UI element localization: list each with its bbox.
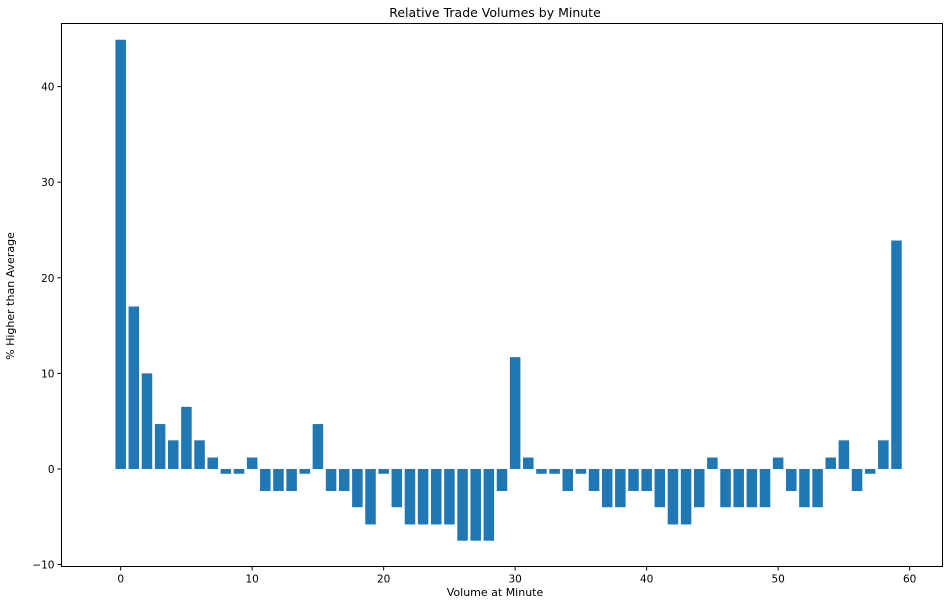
bar-minute-10 (246, 457, 258, 469)
bar-minute-32 (536, 468, 547, 474)
bar-minute-58 (878, 440, 889, 469)
x-tick-label: 30 (508, 574, 521, 586)
bar-minute-57 (864, 468, 876, 474)
bar-minute-21 (391, 468, 403, 508)
bar-minute-50 (772, 457, 784, 469)
bar-minute-39 (628, 468, 639, 491)
bar-minute-4 (168, 440, 179, 469)
y-tick-label: 0 (48, 464, 55, 476)
bar-minute-15 (312, 424, 324, 469)
bar-minute-12 (273, 468, 284, 491)
bar-minute-37 (601, 468, 613, 508)
bar-minute-20 (378, 468, 389, 474)
bar-minute-48 (746, 468, 758, 508)
bar-minute-43 (680, 468, 692, 525)
bar-minute-27 (470, 468, 481, 541)
bar-minute-36 (588, 468, 600, 491)
bar-minute-55 (838, 440, 850, 469)
bar-minute-6 (194, 440, 205, 469)
y-axis-title: % Higher than Average (4, 232, 17, 360)
plot-frame (61, 23, 943, 567)
bar-minute-51 (786, 468, 797, 491)
x-axis: 0 10 20 30 40 50 60 (117, 566, 916, 586)
bar-minute-54 (825, 457, 836, 469)
bar-minute-24 (430, 468, 442, 525)
x-tick-label: 10 (245, 574, 258, 586)
chart-title: Relative Trade Volumes by Minute (389, 5, 601, 20)
bar-minute-46 (720, 468, 731, 508)
bar-minute-17 (338, 468, 350, 491)
x-tick-label: 50 (771, 574, 784, 586)
bar-minute-35 (575, 468, 587, 474)
bar-minute-44 (693, 468, 705, 508)
x-tick-label: 40 (640, 574, 653, 586)
bar-minute-59 (891, 240, 902, 469)
bar-minute-38 (615, 468, 626, 508)
bar-minute-30 (509, 357, 521, 469)
bar-minute-5 (181, 406, 192, 469)
bar-minute-52 (799, 468, 810, 508)
bar-minute-25 (444, 468, 455, 525)
bar-minute-11 (260, 468, 271, 491)
y-tick-label: −10 (32, 560, 54, 572)
bar-minute-49 (759, 468, 771, 508)
x-axis-title: Volume at Minute (447, 586, 544, 599)
x-tick-label: 20 (377, 574, 390, 586)
y-tick-label: 20 (41, 273, 54, 285)
bar-minute-14 (299, 468, 311, 474)
bar-minute-19 (365, 468, 376, 525)
bar-minute-28 (483, 468, 495, 541)
bars-group (115, 39, 902, 541)
bar-minute-29 (496, 468, 508, 491)
bar-minute-8 (220, 468, 232, 474)
bar-minute-40 (641, 468, 652, 491)
bar-minute-53 (812, 468, 823, 508)
bar-minute-22 (404, 468, 416, 525)
y-tick-label: 40 (41, 82, 54, 94)
bar-minute-42 (667, 468, 679, 525)
bar-minute-18 (352, 468, 363, 508)
y-axis: −10 0 10 20 30 40 (32, 82, 62, 572)
bar-minute-2 (141, 373, 153, 469)
y-tick-label: 30 (41, 177, 54, 189)
bar-minute-56 (851, 468, 863, 491)
bar-minute-31 (523, 457, 534, 469)
bar-minute-33 (549, 468, 560, 474)
x-tick-label: 60 (903, 574, 916, 586)
bar-minute-41 (654, 468, 666, 508)
bar-minute-9 (233, 468, 245, 474)
bar-minute-45 (707, 457, 718, 469)
bar-minute-13 (286, 468, 297, 491)
bar-minute-3 (154, 424, 166, 469)
bar-minute-47 (733, 468, 744, 508)
bar-minute-34 (562, 468, 574, 491)
bar-minute-26 (457, 468, 468, 541)
y-tick-label: 10 (41, 368, 54, 380)
bar-minute-23 (417, 468, 429, 525)
bar-minute-16 (325, 468, 337, 491)
bar-minute-7 (207, 457, 218, 469)
bar-minute-0 (115, 39, 126, 469)
x-tick-label: 0 (117, 574, 124, 586)
bar-minute-1 (128, 306, 140, 469)
